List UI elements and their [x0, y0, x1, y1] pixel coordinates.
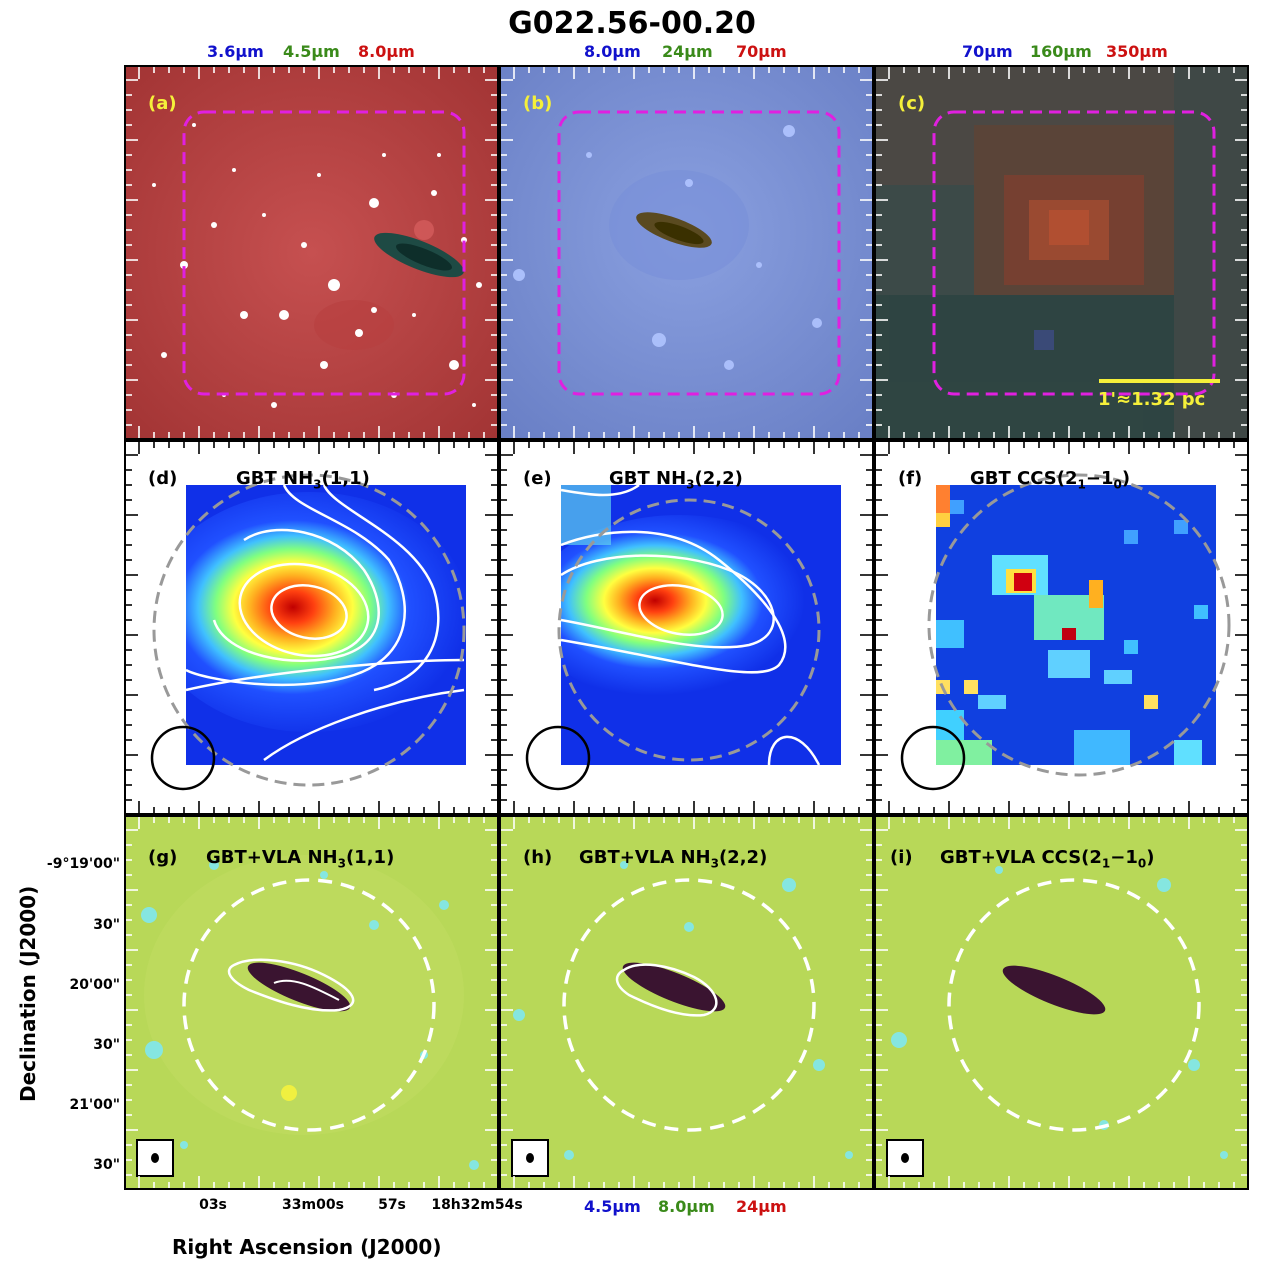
y-tick-label: 30" — [93, 1037, 120, 1053]
vla-ccs-image — [876, 817, 1247, 1188]
band-label: 70µm — [962, 42, 1013, 61]
panel-b: (b) — [499, 65, 874, 440]
contours — [185, 484, 465, 762]
panel-label: (g) — [148, 847, 178, 868]
primary-beam-circle — [947, 878, 1201, 1132]
irdc-dark-cloud — [247, 962, 351, 1012]
beam-circle — [150, 725, 216, 791]
primary-beam-circle — [152, 473, 466, 787]
band-label: 160µm — [1030, 42, 1092, 61]
field-outline — [932, 110, 1216, 396]
irac-rgb-image — [126, 67, 497, 438]
panel-e: (e) GBT NH3(2,2) — [499, 440, 874, 815]
vla-nh3-22-image — [501, 817, 872, 1188]
nh3-22-map — [525, 483, 841, 791]
nh3-11-map — [150, 473, 466, 791]
panel-title: GBT NH3(2,2) — [609, 468, 743, 492]
x-tick-label: 03s — [199, 1197, 227, 1213]
x-tick-label: 57s — [378, 1197, 406, 1213]
panel-label: (h) — [523, 847, 553, 868]
scale-bar-label: 1'≈1.32 pc — [1098, 389, 1206, 410]
panel-c: (c) 1'≈1.32 pc — [874, 65, 1249, 440]
panel-i: (i) GBT+VLA CCS(21−10) — [874, 815, 1249, 1190]
beam-circle — [900, 725, 966, 791]
primary-beam-circle — [182, 878, 436, 1132]
field-outline — [557, 110, 841, 396]
x-tick-label: 18h32m54s — [431, 1197, 523, 1213]
panel-title: GBT+VLA NH3(1,1) — [206, 847, 395, 871]
y-tick-label: 30" — [93, 1157, 120, 1173]
x-axis-label: Right Ascension (J2000) — [172, 1235, 442, 1259]
panel-title: GBT NH3(1,1) — [236, 468, 370, 492]
panel-label: (e) — [523, 468, 552, 489]
y-axis-label: Declination (J2000) — [16, 885, 40, 1102]
contours — [615, 963, 718, 1017]
panel-g: (g) GBT+VLA NH3(1,1) — [124, 815, 499, 1190]
band-label: 70µm — [736, 42, 787, 61]
band-label: 24µm — [662, 42, 713, 61]
contours — [560, 483, 821, 766]
contours — [227, 958, 355, 1012]
ccs-map — [900, 473, 1231, 791]
beam-circle — [525, 725, 591, 791]
band-label: 4.5µm — [584, 1197, 641, 1216]
panel-d: (d) GBT NH3(1,1) — [124, 440, 499, 815]
band-label: 24µm — [736, 1197, 787, 1216]
band-label: 350µm — [1106, 42, 1168, 61]
panel-label: (i) — [890, 847, 913, 868]
panel-a: (a) — [124, 65, 499, 440]
panel-label: (a) — [148, 93, 177, 114]
band-label: 8.0µm — [584, 42, 641, 61]
panel-f: (f) GBT CCS(21−10) — [874, 440, 1249, 815]
band-label: 4.5µm — [283, 42, 340, 61]
panel-title: GBT+VLA CCS(21−10) — [940, 847, 1155, 871]
vla-nh3-11-image — [126, 817, 497, 1188]
panel-label: (c) — [898, 93, 926, 114]
primary-beam-circle — [927, 473, 1231, 777]
panel-title: GBT CCS(21−10) — [970, 468, 1131, 492]
band-label: 3.6µm — [207, 42, 264, 61]
field-outline — [182, 110, 466, 396]
band-label: 8.0µm — [658, 1197, 715, 1216]
y-tick-label: 21'00" — [69, 1097, 120, 1113]
x-tick-label: 33m00s — [282, 1197, 344, 1213]
mips-rgb-image — [501, 67, 872, 438]
irdc-dark-cloud — [1002, 965, 1106, 1015]
panel-label: (b) — [523, 93, 553, 114]
primary-beam-circle — [557, 498, 821, 762]
panel-h: (h) GBT+VLA NH3(2,2) — [499, 815, 874, 1190]
primary-beam-circle — [562, 878, 816, 1132]
panel-label: (d) — [148, 468, 178, 489]
y-tick-label: -9°19'00" — [46, 856, 120, 872]
herschel-rgb-image — [876, 67, 1247, 438]
y-tick-label: 30" — [93, 917, 120, 933]
y-tick-label: 20'00" — [69, 977, 120, 993]
panel-title: GBT+VLA NH3(2,2) — [579, 847, 768, 871]
figure-title: G022.56-00.20 — [508, 6, 756, 41]
band-label: 8.0µm — [358, 42, 415, 61]
panel-label: (f) — [898, 468, 923, 489]
irdc-dark-cloud — [622, 962, 726, 1012]
